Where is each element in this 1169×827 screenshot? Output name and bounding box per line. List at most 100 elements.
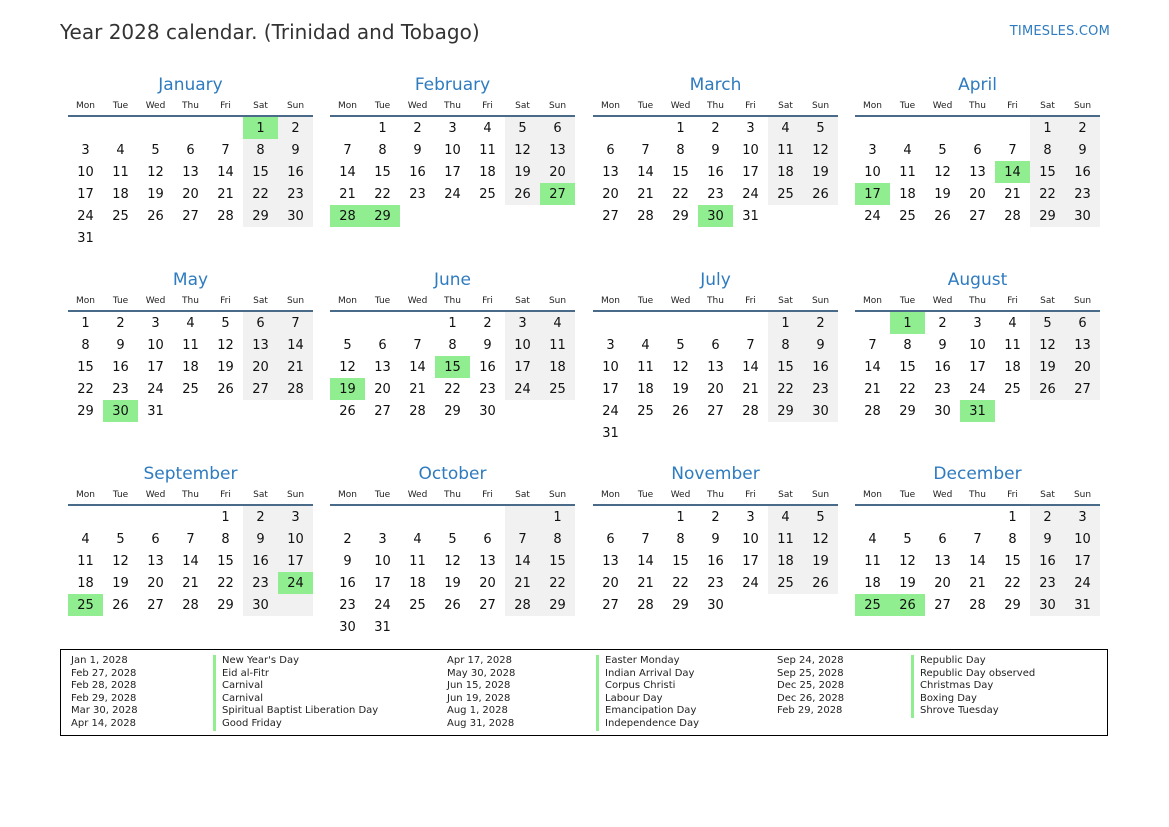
month-name: May: [172, 270, 209, 290]
month-name: June: [433, 270, 472, 290]
day-cell: 10: [374, 553, 391, 569]
holiday-day: 19: [330, 378, 365, 400]
day-cell: 18: [549, 359, 566, 375]
day-cell: 12: [812, 142, 829, 158]
day-cell: 15: [217, 553, 234, 569]
month-april: April Mon Tue Wed Thu Fri Sat Sun 1 2 3 4 5 6 7 8 9 10 11 1…: [855, 75, 1100, 227]
holiday-day: 30: [103, 400, 138, 422]
day-cell: 5: [221, 315, 230, 331]
day-cell: 1: [553, 509, 562, 525]
day-cell: 25: [777, 575, 794, 591]
day-cell: 8: [378, 142, 387, 158]
day-cell: 19: [444, 575, 461, 591]
weekday-label: Sun: [811, 101, 830, 111]
weekday-label: Mon: [863, 296, 882, 306]
day-cell: 26: [1039, 381, 1056, 397]
day-cell: 24: [374, 597, 391, 613]
weekday-label: Thu: [182, 101, 199, 111]
legend-holiday-name: Shrove Tuesday: [911, 705, 1035, 718]
day-cell: 11: [864, 553, 881, 569]
day-cell: 15: [252, 164, 269, 180]
day-cell: 6: [151, 531, 160, 547]
brand-link[interactable]: TIMESLES.COM: [1009, 24, 1110, 39]
day-cell: 15: [374, 164, 391, 180]
weekday-label: Tue: [112, 101, 129, 111]
holiday-day: 29: [365, 205, 400, 227]
day-cell: 12: [147, 164, 164, 180]
day-cell: 15: [1039, 164, 1056, 180]
header-rule: [68, 115, 313, 117]
day-cell: 26: [339, 403, 356, 419]
weekday-label: Tue: [637, 490, 654, 500]
day-cell: 11: [777, 142, 794, 158]
day-cell: 16: [339, 575, 356, 591]
weekday-label: Fri: [1007, 490, 1018, 500]
day-cell: 16: [707, 553, 724, 569]
header-rule: [593, 310, 838, 312]
weekday-label: Thu: [182, 490, 199, 500]
day-cell: 21: [514, 575, 531, 591]
legend-date: Jun 15, 2028: [447, 680, 511, 692]
empty-cell: [435, 506, 470, 528]
weekday-label: Fri: [745, 101, 756, 111]
day-cell: 28: [637, 208, 654, 224]
day-cell: 6: [256, 315, 265, 331]
day-cell: 24: [444, 186, 461, 202]
day-cell: 6: [606, 142, 615, 158]
day-cell: 4: [781, 120, 790, 136]
month-name: October: [418, 464, 487, 484]
header-rule: [855, 115, 1100, 117]
day-cell: 16: [112, 359, 129, 375]
weekday-label: Fri: [482, 490, 493, 500]
empty-cell: [400, 506, 435, 528]
day-cell: 30: [252, 597, 269, 613]
legend-date: May 30, 2028: [447, 667, 516, 679]
day-cell: 3: [151, 315, 160, 331]
day-cell: 27: [969, 208, 986, 224]
day-cell: 29: [672, 597, 689, 613]
day-cell: 20: [969, 186, 986, 202]
empty-cell: [593, 117, 628, 139]
weekday-label: Mon: [863, 490, 882, 500]
day-cell: 3: [518, 315, 527, 331]
day-cell: 29: [672, 208, 689, 224]
day-cell: 11: [182, 337, 199, 353]
day-cell: 11: [777, 531, 794, 547]
day-cell: 15: [672, 553, 689, 569]
day-cell: 7: [868, 337, 877, 353]
day-cell: 7: [221, 142, 230, 158]
weekday-label: Tue: [374, 296, 391, 306]
day-cell: 9: [711, 531, 720, 547]
weekday-header: Mon Tue Wed Thu Fri Sat Sun: [68, 99, 313, 113]
day-cell: 19: [1039, 359, 1056, 375]
day-cell: 24: [602, 403, 619, 419]
legend-names-col-2: Easter Monday Indian Arrival Day Corpus Ch…: [596, 655, 699, 731]
day-cell: 15: [77, 359, 94, 375]
weekday-label: Tue: [112, 296, 129, 306]
day-cell: 26: [147, 208, 164, 224]
day-cell: 16: [1074, 164, 1091, 180]
day-cell: 19: [812, 164, 829, 180]
day-cell: 5: [903, 531, 912, 547]
day-cell: 17: [287, 553, 304, 569]
day-cell: 3: [378, 531, 387, 547]
day-cell: 29: [549, 597, 566, 613]
day-cell: 14: [339, 164, 356, 180]
day-cell: 25: [182, 381, 199, 397]
day-cell: 17: [514, 359, 531, 375]
month-may: May Mon Tue Wed Thu Fri Sat Sun 1 2 3 4 5 6 7 8 9 10 11 12 1…: [68, 270, 313, 422]
day-cell: 13: [1074, 337, 1091, 353]
empty-cell: [628, 312, 663, 334]
day-cell: 7: [641, 142, 650, 158]
day-cell: 11: [77, 553, 94, 569]
day-cell: 1: [378, 120, 387, 136]
day-cell: 16: [812, 359, 829, 375]
empty-cell: [330, 506, 365, 528]
day-cell: 29: [1004, 597, 1021, 613]
day-cell: 10: [864, 164, 881, 180]
empty-cell: [173, 117, 208, 139]
day-cell: 29: [1039, 208, 1056, 224]
weekday-label: Sat: [253, 101, 268, 111]
day-cell: 7: [641, 531, 650, 547]
day-cell: 7: [291, 315, 300, 331]
